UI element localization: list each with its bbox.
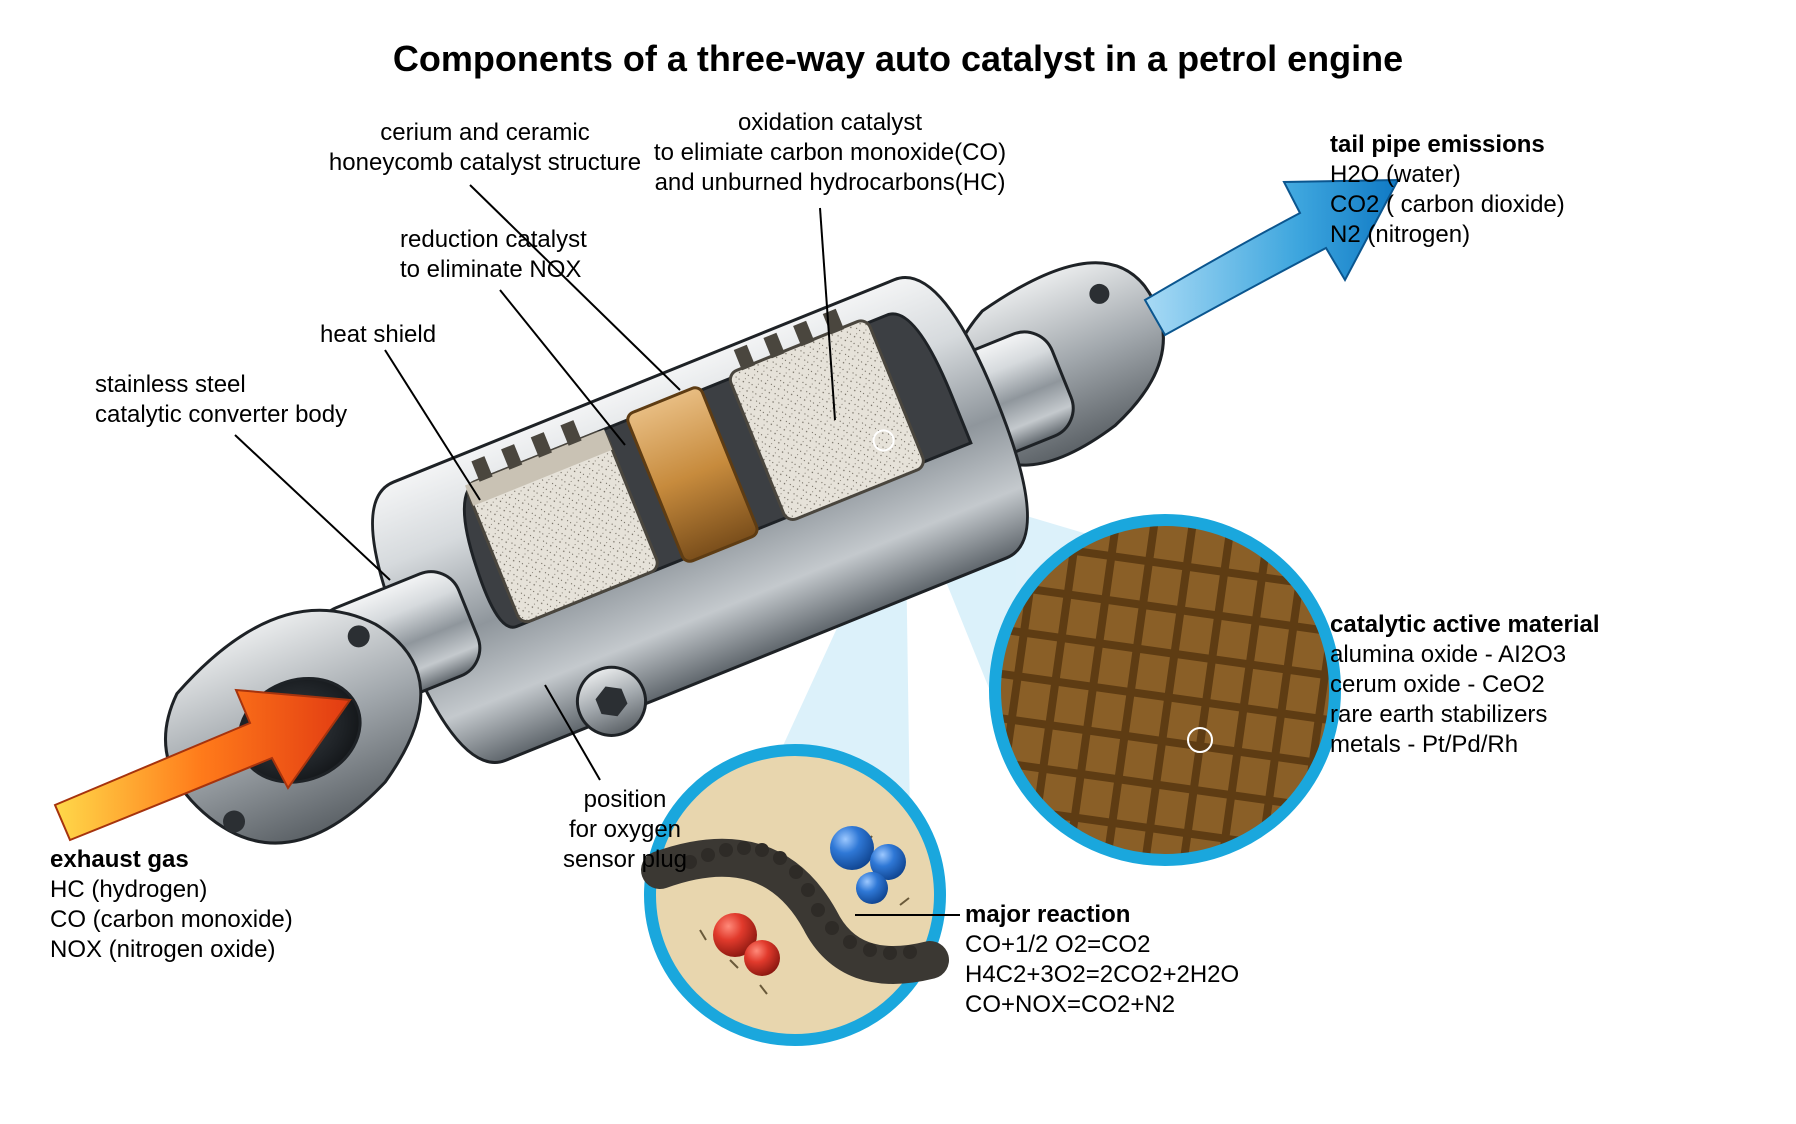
label-major-reaction: major reaction CO+1/2 O2=CO2 H4C2+3O2=2C… — [965, 900, 1239, 1020]
label-oxygen-sensor: position for oxygen sensor plug — [540, 785, 710, 875]
label-tailpipe-emissions: tail pipe emissions H2O (water) CO2 ( ca… — [1330, 130, 1565, 250]
label-converter-body: stainless steel catalytic converter body — [95, 370, 347, 430]
zoom-honeycomb — [995, 520, 1335, 860]
label-catalytic-active-material: catalytic active material alumina oxide … — [1330, 610, 1600, 760]
label-exhaust-gas: exhaust gas HC (hydrogen) CO (carbon mon… — [50, 845, 293, 965]
label-reduction-catalyst: reduction catalyst to eliminate NOX — [400, 225, 587, 285]
label-oxidation-catalyst: oxidation catalyst to elimiate carbon mo… — [620, 108, 1040, 198]
label-heat-shield: heat shield — [320, 320, 436, 350]
